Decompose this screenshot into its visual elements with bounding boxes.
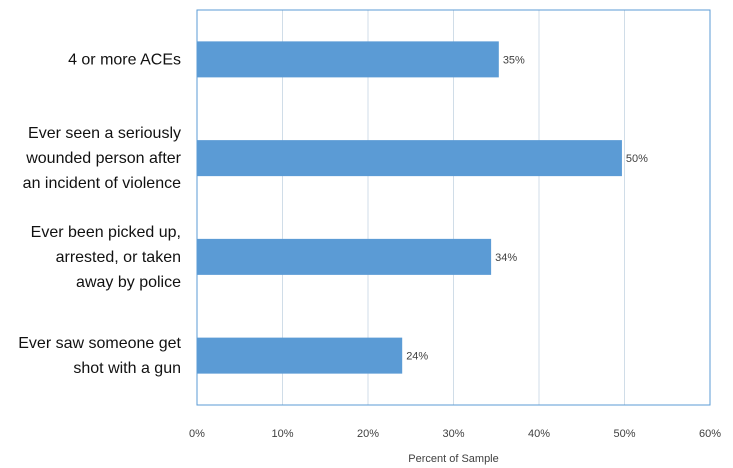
- category-label: Ever seen a seriously: [28, 125, 181, 142]
- x-tick-label: 20%: [357, 428, 379, 440]
- category-label: Ever been picked up,: [31, 224, 181, 241]
- data-label: 34%: [495, 252, 517, 264]
- x-tick-label: 10%: [271, 428, 293, 440]
- data-label: 50%: [626, 153, 648, 165]
- bar: [197, 41, 499, 78]
- data-label: 24%: [406, 351, 428, 363]
- x-tick-label: 60%: [699, 428, 721, 440]
- category-label: shot with a gun: [73, 360, 181, 377]
- x-tick-label: 40%: [528, 428, 550, 440]
- x-tick-label: 0%: [189, 428, 205, 440]
- x-tick-labels: 0% 10% 20% 30% 40% 50% 60%: [189, 428, 721, 440]
- data-labels: 35% 50% 34% 24%: [406, 54, 648, 362]
- category-label: Ever saw someone get: [18, 335, 181, 352]
- bar: [197, 140, 622, 177]
- category-label: arrested, or taken: [56, 249, 181, 266]
- data-label: 35%: [503, 54, 525, 66]
- category-label: wounded person after: [25, 150, 181, 167]
- category-label: 4 or more ACEs: [68, 51, 181, 68]
- x-axis-title: Percent of Sample: [408, 453, 499, 465]
- bars: [197, 41, 622, 374]
- x-tick-label: 30%: [442, 428, 464, 440]
- category-labels: 4 or more ACEs Ever seen a seriously wound…: [18, 51, 181, 377]
- category-label: away by police: [76, 274, 181, 291]
- x-tick-label: 50%: [613, 428, 635, 440]
- plot-frame: [196, 9, 711, 406]
- bar: [197, 337, 403, 374]
- bar: [197, 238, 492, 275]
- category-label: an incident of violence: [23, 175, 181, 192]
